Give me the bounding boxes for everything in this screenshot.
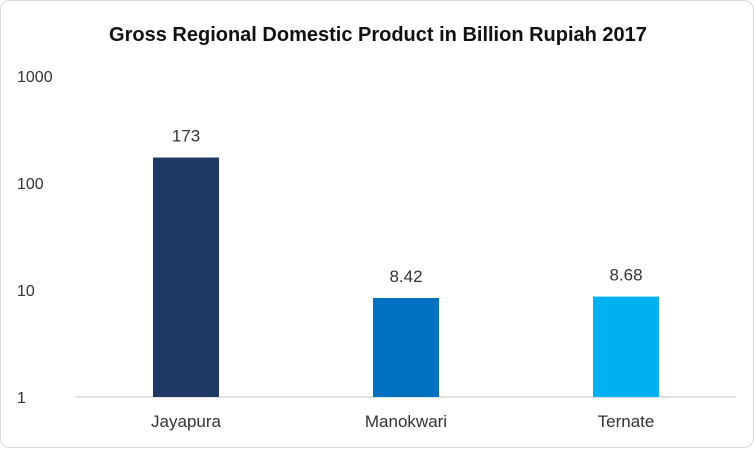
data-label: 8.68 [609, 266, 642, 285]
x-axis: Jayapura Manokwari Ternate [151, 412, 654, 431]
x-tick-label: Jayapura [151, 412, 221, 431]
bars [153, 157, 659, 397]
data-labels: 173 8.42 8.68 [172, 127, 643, 286]
y-tick-label: 10 [17, 283, 35, 300]
bar-manokwari [373, 297, 439, 397]
x-tick-label: Ternate [598, 412, 655, 431]
bar-ternate [593, 296, 659, 397]
data-label: 8.42 [389, 267, 422, 286]
y-tick-label: 100 [17, 176, 44, 193]
x-tick-label: Manokwari [365, 412, 447, 431]
data-label: 173 [172, 127, 200, 146]
y-axis: 1 10 100 1000 [17, 69, 53, 407]
chart-title: Gross Regional Domestic Product in Billi… [109, 24, 647, 46]
y-tick-label: 1 [17, 390, 26, 407]
y-tick-label: 1000 [17, 69, 53, 86]
bar-jayapura [153, 157, 219, 397]
